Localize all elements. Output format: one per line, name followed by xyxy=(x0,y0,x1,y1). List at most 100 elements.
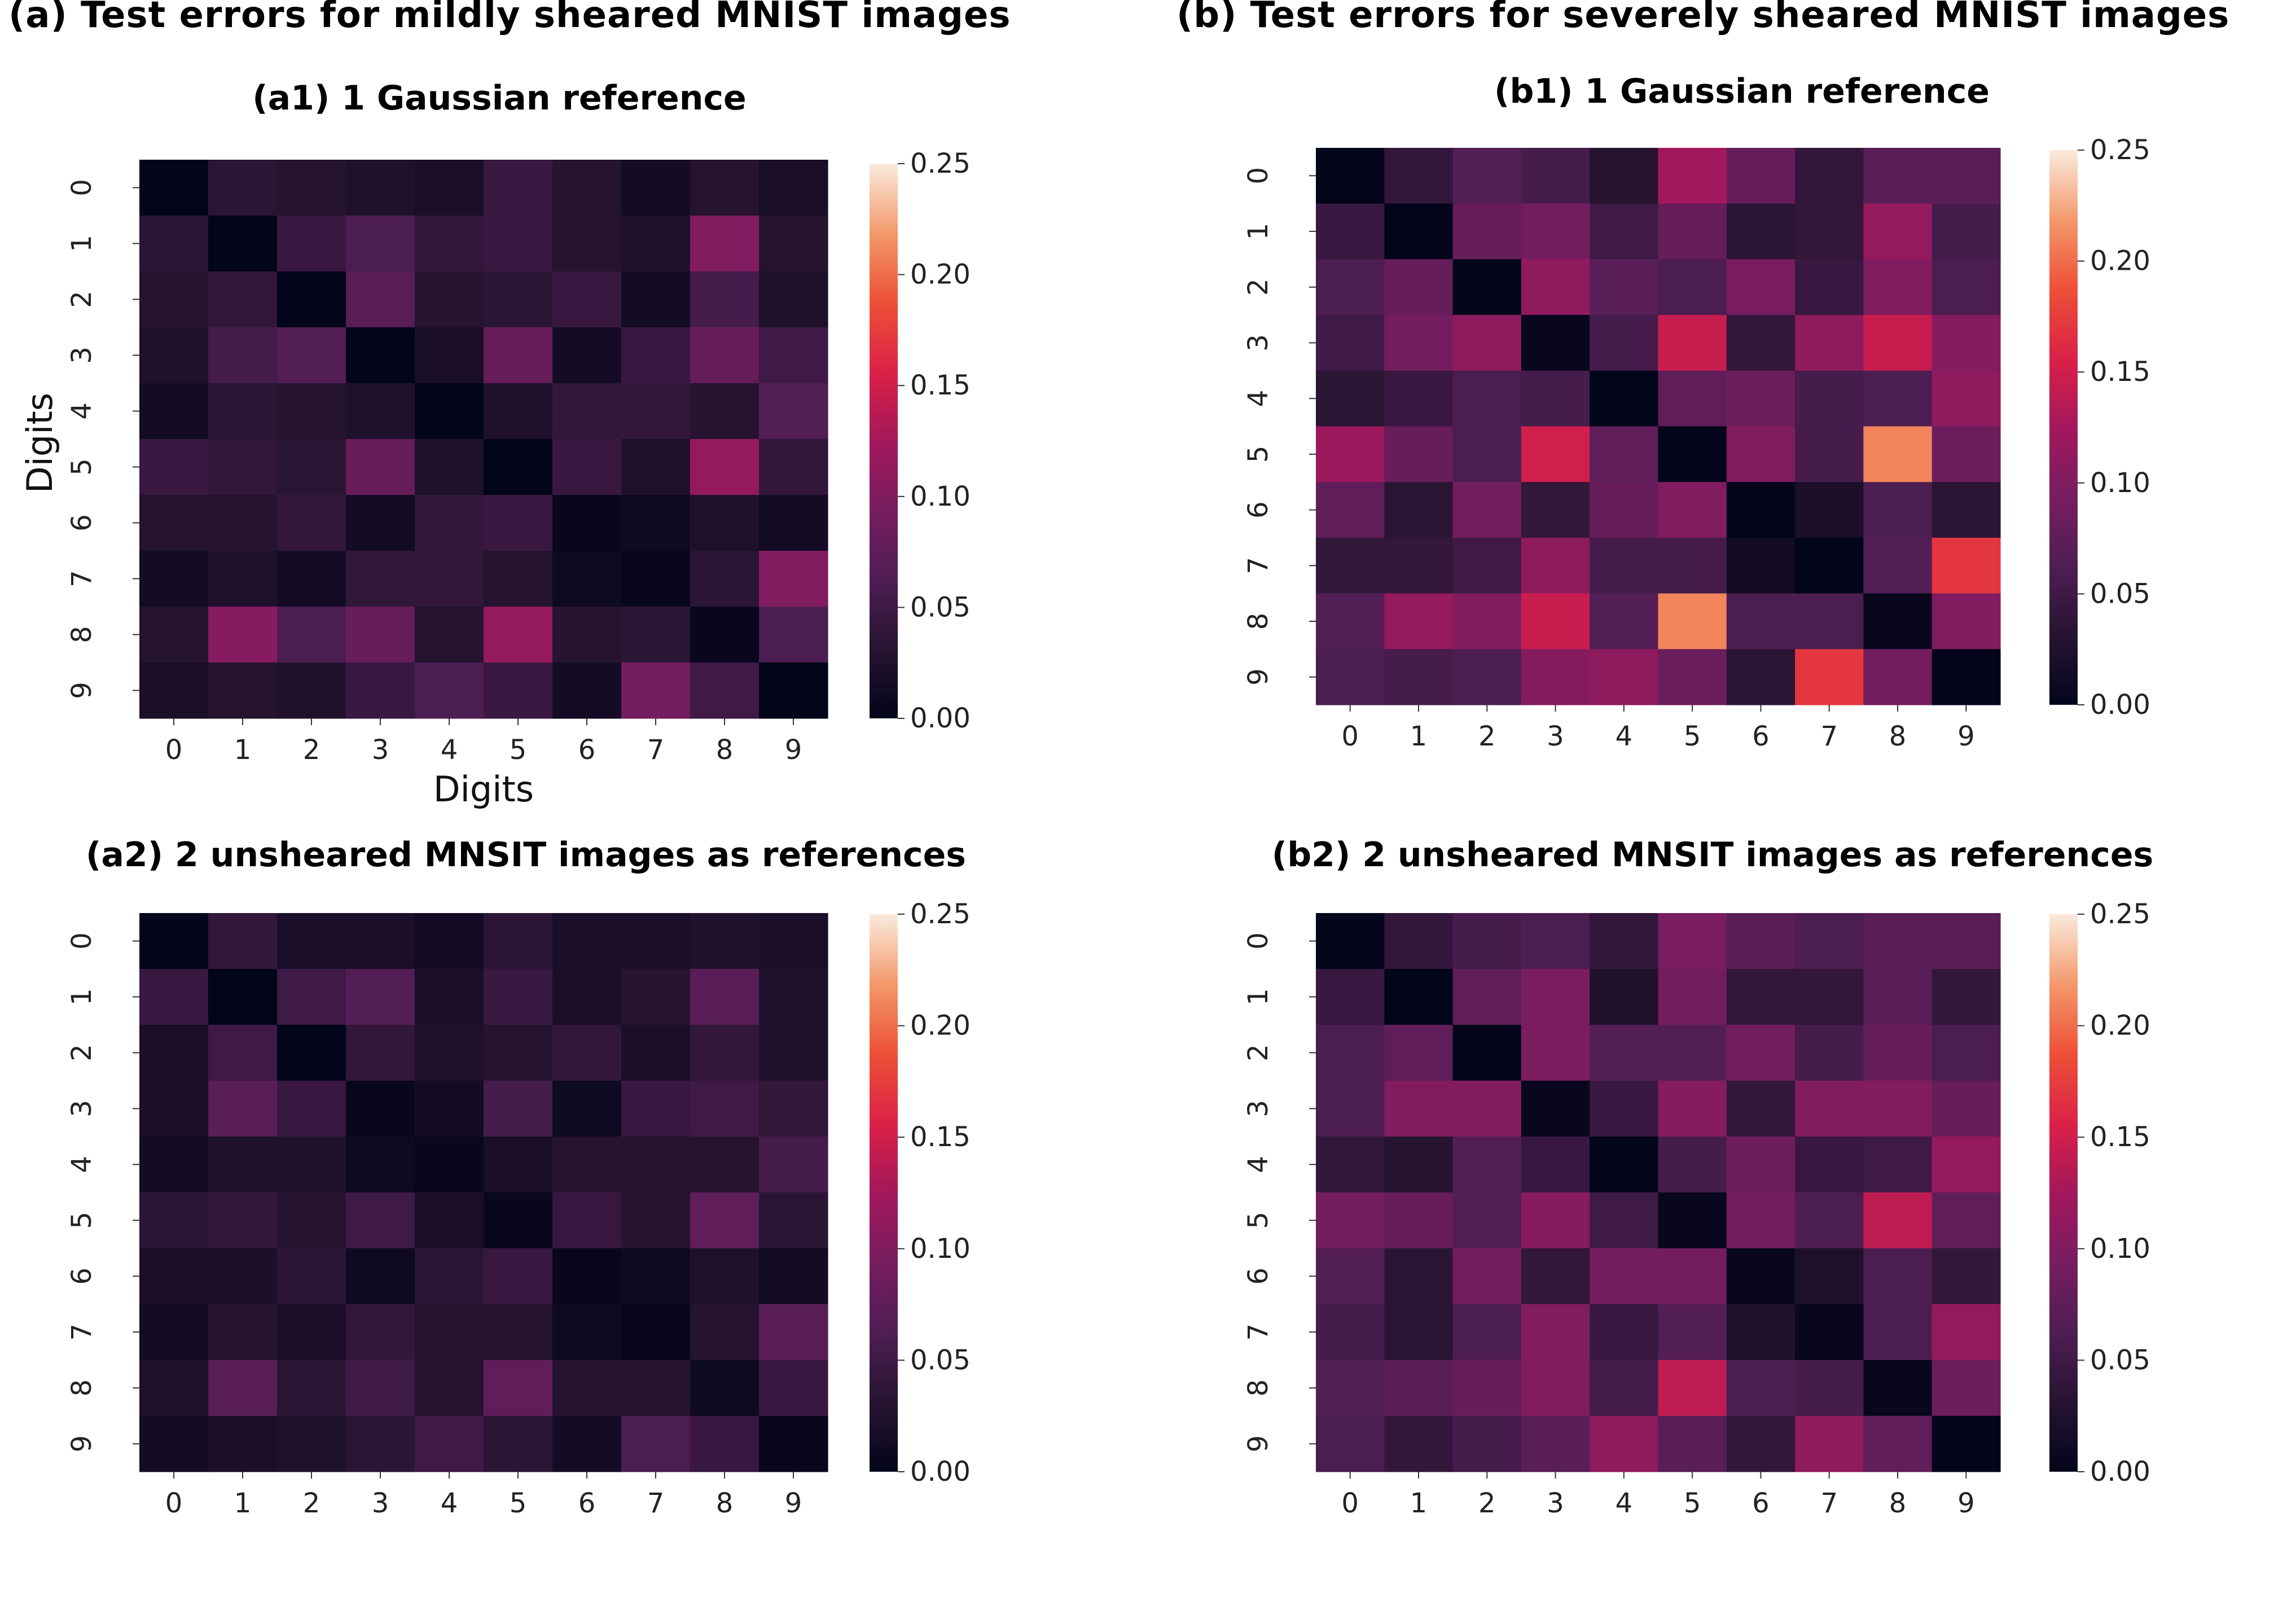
heatmap-a1-cell-r6-c8 xyxy=(690,495,760,551)
heatmap-a2-cell-r0-c6 xyxy=(552,913,622,969)
heatmap-a1-cell-r0-c1 xyxy=(208,160,278,216)
heatmap-b1-cell-r3-c4 xyxy=(1590,315,1659,371)
heatmap-b2-cell-r2-c4 xyxy=(1590,1025,1659,1081)
heatmap-a1-cell-r3-c2 xyxy=(277,327,346,384)
heatmap-a1-cell-r9-c6 xyxy=(552,663,622,719)
heatmap-a2-cell-r4-c6 xyxy=(552,1137,622,1193)
heatmap-b2-cell-r9-c9 xyxy=(1931,1416,2001,1472)
heatmap-a1-xticks: 0 1 2 3 4 5 6 7 8 9 xyxy=(165,718,802,766)
heatmap-b1-cell-r5-c3 xyxy=(1521,426,1590,482)
heatmap-b1-cell-r2-c1 xyxy=(1384,259,1454,315)
heatmap-b2-cell-r5-c8 xyxy=(1863,1192,1933,1249)
heatmap-a2-cell-r4-c7 xyxy=(621,1137,691,1193)
heatmap-a1-cell-r4-c3 xyxy=(346,383,415,440)
heatmap-a2-cbar-tick-1: 0.05 xyxy=(910,1344,971,1376)
heatmap-b2-cell-r8-c7 xyxy=(1795,1360,1864,1416)
heatmap-a2-cell-r8-c5 xyxy=(484,1360,553,1416)
heatmap-a1-cell-r1-c8 xyxy=(690,216,760,272)
heatmap-b1-xtick-6: 6 xyxy=(1752,721,1770,752)
heatmap-a2-cell-r8-c0 xyxy=(139,1360,209,1416)
heatmap-b1-cell-r2-c0 xyxy=(1316,259,1385,315)
heatmap-a2-cell-r7-c6 xyxy=(552,1304,622,1361)
heatmap-b2-ytick-5: 5 xyxy=(1243,1212,1274,1229)
heatmap-b2-ytick-6: 6 xyxy=(1243,1267,1274,1285)
heatmap-a1-cell-r5-c2 xyxy=(277,439,346,495)
heatmap-a1-cell-r6-c2 xyxy=(277,495,346,551)
heatmap-b1-cell-r6-c6 xyxy=(1726,482,1795,538)
heatmap-b2-cell-r0-c2 xyxy=(1452,913,1522,969)
heatmap-b2-cell-r8-c8 xyxy=(1863,1360,1933,1416)
heatmap-b2-cell-r1-c0 xyxy=(1316,969,1385,1025)
heatmap-a2-ytick-1: 1 xyxy=(66,988,98,1006)
heatmap-a1-cell-r3-c3 xyxy=(346,327,415,384)
heatmap-b2-cell-r7-c2 xyxy=(1452,1304,1522,1361)
heatmap-a1-cell-r8-c4 xyxy=(415,607,484,663)
heatmap-a1-cbar-tick-0: 0.00 xyxy=(910,703,971,734)
heatmap-a1-cell-r1-c4 xyxy=(415,216,484,272)
heatmap-a1-cbar-tick-5: 0.25 xyxy=(910,148,971,179)
heatmap-a1-ytick-8: 8 xyxy=(66,626,98,643)
heatmap-a2-cell-r6-c2 xyxy=(277,1248,346,1305)
heatmap-a1-xtick-2: 2 xyxy=(303,734,321,766)
heatmap-a2-cell-r9-c4 xyxy=(415,1416,484,1472)
heatmap-b1-cell-r7-c1 xyxy=(1384,537,1454,594)
heatmap-b1-cell-r6-c7 xyxy=(1795,482,1864,538)
heatmap-a2-cell-r3-c0 xyxy=(139,1081,209,1137)
heatmap-a2-cell-r8-c7 xyxy=(621,1360,691,1416)
heatmap-b2-cell-r9-c8 xyxy=(1863,1416,1933,1472)
heatmap-a2-cell-r0-c1 xyxy=(208,913,278,969)
heatmap-b2-cell-r7-c7 xyxy=(1795,1304,1864,1361)
heatmap-a1-cell-r8-c9 xyxy=(759,607,828,663)
figure-title-b: (b) Test errors for severely sheared MNI… xyxy=(1176,0,2229,36)
heatmap-a1-cell-r7-c0 xyxy=(139,551,209,607)
heatmap-a1-cell-r9-c3 xyxy=(346,663,415,719)
heatmap-a1-cell-r0-c8 xyxy=(690,160,760,216)
heatmap-b2-cell-r8-c6 xyxy=(1726,1360,1795,1416)
heatmap-a2-cell-r7-c7 xyxy=(621,1304,691,1361)
heatmap-a2-cell-r3-c4 xyxy=(415,1081,484,1137)
heatmap-b1-cell-r8-c2 xyxy=(1452,593,1522,650)
heatmap-a2-cell-r3-c6 xyxy=(552,1081,622,1137)
heatmap-a2-cell-r5-c0 xyxy=(139,1192,209,1249)
heatmap-b1-cell-r1-c9 xyxy=(1931,203,2001,260)
heatmap-b2-cell-r6-c4 xyxy=(1590,1248,1659,1305)
heatmap-b2-ytick-9: 9 xyxy=(1243,1435,1274,1453)
heatmap-a2-cell-r0-c4 xyxy=(415,913,484,969)
heatmap-b2-cbar-tick-1: 0.05 xyxy=(2090,1344,2150,1376)
heatmap-b1-cell-r3-c3 xyxy=(1521,315,1590,371)
heatmap-a2-cell-r5-c3 xyxy=(346,1192,415,1249)
heatmap-b1-cbar-tick-2: 0.10 xyxy=(2090,467,2150,499)
heatmap-a1-cell-r5-c5 xyxy=(484,439,553,495)
heatmap-b2-cell-r0-c6 xyxy=(1726,913,1795,969)
heatmap-a1-ytick-3: 3 xyxy=(66,346,98,364)
heatmap-a2-xtick-1: 1 xyxy=(234,1488,252,1519)
heatmap-a1-xlabel: Digits xyxy=(433,769,534,810)
heatmap-b2-cell-r4-c9 xyxy=(1931,1137,2001,1193)
heatmap-b1-cell-r4-c9 xyxy=(1931,370,2001,427)
heatmap-a2-xticks: 0 1 2 3 4 5 6 7 8 9 xyxy=(165,1472,802,1519)
heatmap-a1-cell-r5-c7 xyxy=(621,439,691,495)
heatmap-a1-cell-r1-c5 xyxy=(484,216,553,272)
heatmap-a1-cell-r9-c4 xyxy=(415,663,484,719)
heatmap-b2-cell-r9-c3 xyxy=(1521,1416,1590,1472)
heatmap-b2-cell-r0-c5 xyxy=(1658,913,1727,969)
heatmap-a1-cell-r7-c1 xyxy=(208,551,278,607)
heatmap-a2-cell-r4-c0 xyxy=(139,1137,209,1193)
heatmap-a1-xtick-8: 8 xyxy=(716,734,734,766)
heatmap-b2-cell-r4-c1 xyxy=(1384,1137,1454,1193)
heatmap-b2-cbar-tick-2: 0.10 xyxy=(2090,1233,2150,1265)
heatmap-b1-cell-r2-c2 xyxy=(1452,259,1522,315)
heatmap-b2-xticks: 0 1 2 3 4 5 6 7 8 9 xyxy=(1341,1472,1975,1519)
heatmap-a1-cell-r7-c8 xyxy=(690,551,760,607)
heatmap-b2-ytick-8: 8 xyxy=(1243,1379,1274,1397)
heatmap-b1-cell-r0-c6 xyxy=(1726,148,1795,204)
heatmap-b2-cell-r1-c1 xyxy=(1384,969,1454,1025)
heatmap-a1-xtick-7: 7 xyxy=(647,734,665,766)
heatmap-b1-cell-r7-c5 xyxy=(1658,537,1727,594)
heatmap-b2-ytick-3: 3 xyxy=(1243,1100,1274,1117)
heatmap-b2-cell-r6-c9 xyxy=(1931,1248,2001,1305)
heatmap-b2-cell-r4-c3 xyxy=(1521,1137,1590,1193)
heatmap-b1-cell-r6-c2 xyxy=(1452,482,1522,538)
heatmap-a2-ytick-6: 6 xyxy=(66,1267,98,1285)
heatmap-a1-cell-r4-c8 xyxy=(690,383,760,440)
